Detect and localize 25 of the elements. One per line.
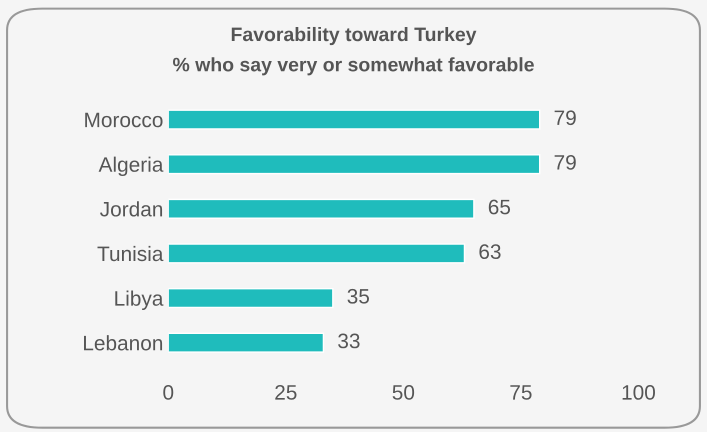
x-tick-label: 25 — [275, 385, 297, 400]
bar — [168, 198, 475, 219]
y-tick-label: Libya — [115, 290, 164, 310]
x-tick-label: 100 — [622, 385, 655, 400]
data-label: 33 — [338, 334, 360, 348]
data-label: 79 — [554, 155, 576, 170]
bar — [168, 332, 324, 353]
bar — [168, 154, 540, 174]
x-tick-label: 75 — [510, 385, 532, 400]
y-tick-label: Tunisia — [98, 246, 164, 262]
data-label: 79 — [554, 110, 576, 126]
y-tick-label: Jordan — [100, 201, 162, 217]
chart-title: Favorability toward Turkey — [232, 26, 476, 46]
data-label: 35 — [348, 288, 370, 304]
y-tick-label: Lebanon — [84, 335, 162, 350]
bar — [168, 288, 334, 308]
x-tick-label: 0 — [163, 385, 174, 400]
y-tick-label: Algeria — [98, 156, 164, 176]
x-tick-label: 50 — [392, 385, 414, 400]
bar — [168, 109, 540, 130]
y-tick-label: Morocco — [85, 112, 163, 128]
data-label: 63 — [479, 244, 501, 260]
data-label: 65 — [488, 200, 510, 214]
chart-subtitle: % who say very or somewhat favorable — [172, 57, 534, 76]
bar — [168, 243, 466, 264]
